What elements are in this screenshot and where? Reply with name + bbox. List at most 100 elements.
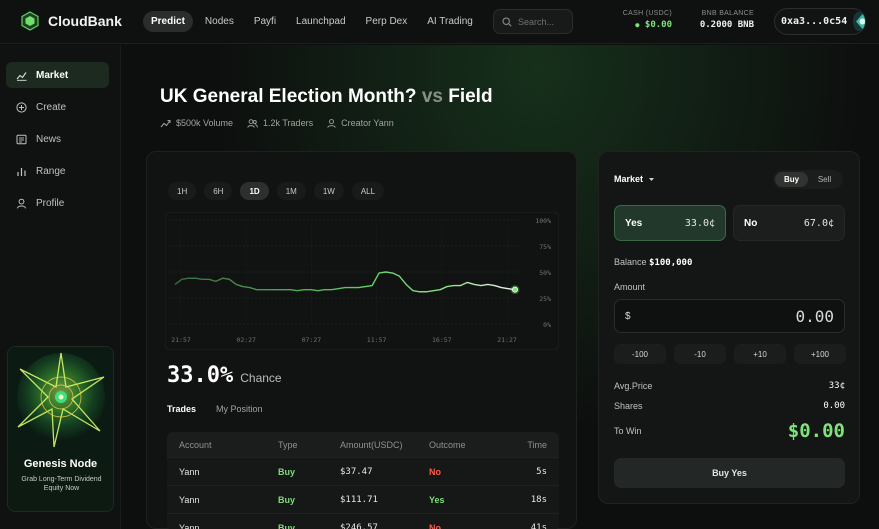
- bnb-label: BNB BALANCE: [701, 10, 754, 17]
- tab-trades[interactable]: Trades: [167, 404, 197, 414]
- search-icon: [502, 16, 512, 27]
- no-outcome-button[interactable]: No 67.0¢: [733, 205, 845, 241]
- range-1d[interactable]: 1D: [240, 182, 269, 200]
- sidebar-item-range[interactable]: Range: [6, 158, 109, 184]
- cash-balance: CASH (USDC) ● $0.00: [606, 10, 672, 30]
- x-tick-label: 21:57: [171, 336, 191, 344]
- to-win-value: $0.00: [787, 420, 845, 442]
- no-price: 67.0¢: [803, 217, 834, 229]
- x-tick-label: 07:27: [302, 336, 322, 344]
- buy-yes-button[interactable]: Buy Yes: [614, 458, 845, 488]
- to-win-label: To Win: [614, 426, 642, 436]
- probability-chart[interactable]: 100% 75% 50% 25% 0% 21:57 02:27 07:27 11:57 16:57…: [165, 212, 559, 350]
- yes-price: 33.0¢: [684, 217, 715, 229]
- range-all[interactable]: ALL: [351, 182, 385, 200]
- buy-toggle[interactable]: Buy: [775, 172, 808, 187]
- nav-ai-trading[interactable]: AI Trading: [427, 16, 473, 27]
- creator-stat[interactable]: Creator Yann: [327, 118, 394, 128]
- main-nav: Predict Nodes Payfi Launchpad Perp Dex A…: [143, 11, 481, 32]
- table-row[interactable]: Yann Buy $111.71 Yes 18s: [167, 485, 559, 513]
- plus-100-button[interactable]: +100: [794, 344, 846, 364]
- plus-10-button[interactable]: +10: [734, 344, 786, 364]
- nav-predict[interactable]: Predict: [143, 11, 193, 32]
- yes-label: Yes: [625, 217, 643, 229]
- nav-perp-dex[interactable]: Perp Dex: [365, 16, 408, 27]
- column-header: Amount(USDC): [340, 439, 403, 450]
- currency-symbol: $: [625, 310, 631, 322]
- no-label: No: [744, 217, 758, 229]
- market-meta: $500k Volume 1.2k Traders Creator Yann: [160, 118, 394, 128]
- outcome-cell: Yes: [429, 494, 445, 505]
- column-header: Outcome: [429, 439, 466, 450]
- range-1h[interactable]: 1H: [168, 182, 197, 200]
- amount-input[interactable]: [714, 306, 834, 326]
- outcome-cell: No: [429, 466, 441, 477]
- y-tick-label: 75%: [539, 243, 551, 251]
- y-tick-label: 0%: [543, 321, 551, 329]
- nav-nodes[interactable]: Nodes: [204, 16, 234, 27]
- order-type-dropdown[interactable]: Market: [614, 174, 655, 184]
- search-input[interactable]: [518, 16, 564, 27]
- sidebar-item-create[interactable]: Create: [6, 94, 109, 120]
- sidebar-item-market[interactable]: Market: [6, 62, 109, 88]
- bar-chart-icon: [17, 167, 26, 176]
- x-tick-label: 11:57: [367, 336, 387, 344]
- minus-100-button[interactable]: -100: [614, 344, 666, 364]
- user-icon: [17, 198, 26, 208]
- outcome-cell: No: [429, 522, 441, 529]
- newspaper-icon: [16, 134, 27, 144]
- cash-value: $0.00: [644, 20, 672, 30]
- sidebar-item-news[interactable]: News: [6, 126, 109, 152]
- wallet-address: 0xa3...0c54: [781, 16, 848, 27]
- y-tick-label: 25%: [539, 295, 551, 303]
- range-1m[interactable]: 1M: [276, 182, 306, 200]
- wallet-button[interactable]: 0xa3...0c54: [774, 8, 866, 35]
- table-row[interactable]: Yann Buy $246.57 No 41s: [167, 513, 559, 529]
- sell-toggle[interactable]: Sell: [817, 175, 832, 184]
- amount-field[interactable]: $: [614, 299, 845, 333]
- time-cell: 41s: [530, 522, 547, 529]
- sidebar-item-profile[interactable]: Profile: [6, 190, 109, 216]
- time-range-selector: 1H 6H 1D 1M 1W ALL: [168, 182, 385, 200]
- users-icon: [247, 118, 258, 128]
- minus-10-button[interactable]: -10: [674, 344, 726, 364]
- cash-label: CASH (USDC): [622, 10, 672, 17]
- market-title: UK General Election Month? vs Field: [160, 86, 493, 108]
- y-tick-label: 100%: [535, 217, 551, 225]
- nav-launchpad[interactable]: Launchpad: [296, 16, 346, 27]
- chance-label: Chance: [240, 371, 282, 385]
- avg-price-label: Avg.Price: [614, 381, 653, 391]
- account-cell: Yann: [179, 494, 200, 505]
- market-title-main: UK General Election Month?: [160, 86, 417, 107]
- yes-outcome-button[interactable]: Yes 33.0¢: [614, 205, 726, 241]
- type-cell: Buy: [278, 522, 296, 529]
- cloudbank-logo-icon: [21, 11, 39, 31]
- tab-my-position[interactable]: My Position: [216, 404, 263, 414]
- promo-card-genesis-node[interactable]: Genesis Node Grab Long-Term Dividend Equ…: [7, 346, 114, 512]
- shares-value: 0.00: [823, 401, 845, 411]
- table-row[interactable]: Yann Buy $37.47 No 5s: [167, 457, 559, 485]
- sidebar-item-label: Create: [36, 101, 67, 113]
- amount-cell: $111.71: [340, 494, 378, 505]
- avg-price-value: 33¢: [828, 381, 845, 391]
- chart-line-icon: [16, 71, 27, 81]
- account-cell: Yann: [179, 522, 200, 529]
- buy-sell-toggle: Buy Sell: [773, 170, 843, 189]
- quick-amount-buttons: -100 -10 +10 +100: [614, 344, 846, 364]
- promo-title: Genesis Node: [23, 458, 98, 470]
- brand-logo[interactable]: CloudBank: [20, 11, 122, 31]
- chart-card: 1H 6H 1D 1M 1W ALL 100% 75% 50% 25% 0% 21:57 0…: [146, 151, 577, 529]
- brand-name: CloudBank: [48, 13, 122, 29]
- chance-display: 33.0% Chance: [167, 363, 282, 388]
- chart-background: [165, 212, 559, 350]
- range-1w[interactable]: 1W: [313, 182, 344, 200]
- x-tick-label: 02:27: [236, 336, 256, 344]
- order-type-label: Market: [614, 174, 644, 184]
- chance-value: 33.0%: [167, 363, 234, 388]
- search-box[interactable]: [493, 9, 573, 34]
- nav-payfi[interactable]: Payfi: [253, 16, 277, 27]
- trade-panel: Market Buy Sell Yes 33.0¢ No 67.0¢ Balan…: [598, 151, 860, 504]
- range-6h[interactable]: 6H: [204, 182, 233, 200]
- top-bar: CloudBank Predict Nodes Payfi Launchpad …: [0, 0, 879, 44]
- type-cell: Buy: [278, 494, 296, 505]
